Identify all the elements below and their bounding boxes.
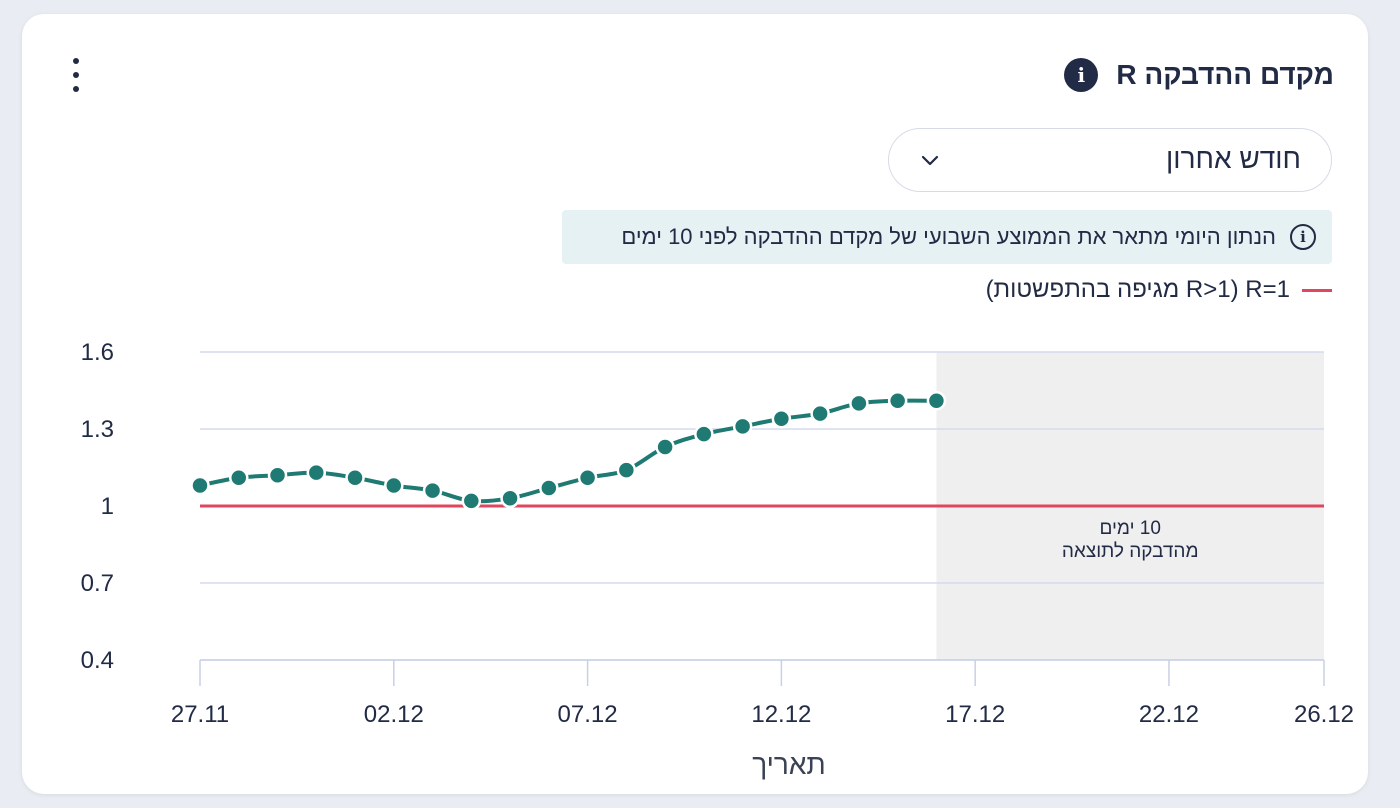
data-point <box>732 416 753 437</box>
card-title: מקדם ההדבקה R <box>1116 59 1334 90</box>
x-tick-label: 12.12 <box>751 701 811 728</box>
y-tick-label: 0.4 <box>81 647 114 674</box>
r-coefficient-card: מקדם ההדבקה R i חודש אחרון i הנתון היומי… <box>22 14 1368 794</box>
x-tick-label: 02.12 <box>364 701 424 728</box>
x-tick-label: 17.12 <box>945 701 1005 728</box>
period-dropdown-value: חודש אחרון <box>1166 143 1301 174</box>
data-point <box>577 468 598 488</box>
data-point <box>771 408 792 429</box>
data-point <box>694 424 714 444</box>
x-tick-label: 07.12 <box>558 701 618 728</box>
data-point <box>190 475 210 496</box>
chevron-down-icon <box>921 155 939 166</box>
x-axis-title: תאריך <box>752 749 826 780</box>
y-tick-label: 1.6 <box>81 339 114 366</box>
info-outline-icon: i <box>1290 224 1316 250</box>
data-point <box>616 460 637 480</box>
data-point <box>461 491 482 511</box>
data-point <box>849 393 869 414</box>
info-note: i הנתון היומי מתאר את הממוצע השבועי של מ… <box>562 210 1332 264</box>
period-dropdown[interactable]: חודש אחרון <box>888 128 1332 192</box>
x-tick-label: 26.12 <box>1294 701 1354 728</box>
kebab-menu-icon[interactable] <box>64 58 88 92</box>
data-point <box>267 465 288 485</box>
data-point <box>500 488 520 509</box>
data-point <box>810 403 830 424</box>
legend-label: R=1 (R>1 מגיפה בהתפשטות) <box>985 276 1290 303</box>
data-point <box>306 462 327 483</box>
info-note-text: הנתון היומי מתאר את הממוצע השבועי של מקד… <box>621 224 1276 249</box>
shaded-region-label-line2: מהדבקה לתוצאה <box>1062 541 1199 562</box>
data-point <box>422 480 443 501</box>
data-point <box>539 478 559 498</box>
legend-line-swatch <box>1302 288 1332 292</box>
x-tick-label: 22.12 <box>1139 701 1199 728</box>
y-tick-label: 0.7 <box>81 570 114 597</box>
y-tick-label: 1.3 <box>81 416 114 443</box>
shaded-region-label-line1: 10 ימים <box>1099 518 1160 539</box>
data-point <box>887 391 908 411</box>
x-tick-label: 27.11 <box>171 701 229 728</box>
card-header: מקדם ההדבקה R i <box>1064 58 1334 92</box>
data-point <box>384 475 404 496</box>
data-point <box>926 391 947 411</box>
y-tick-label: 1 <box>101 493 114 520</box>
data-point <box>229 468 249 488</box>
info-icon[interactable]: i <box>1064 58 1099 92</box>
data-point <box>655 437 675 457</box>
data-point <box>345 468 365 488</box>
chart-legend: R=1 (R>1 מגיפה בהתפשטות) <box>986 276 1332 304</box>
